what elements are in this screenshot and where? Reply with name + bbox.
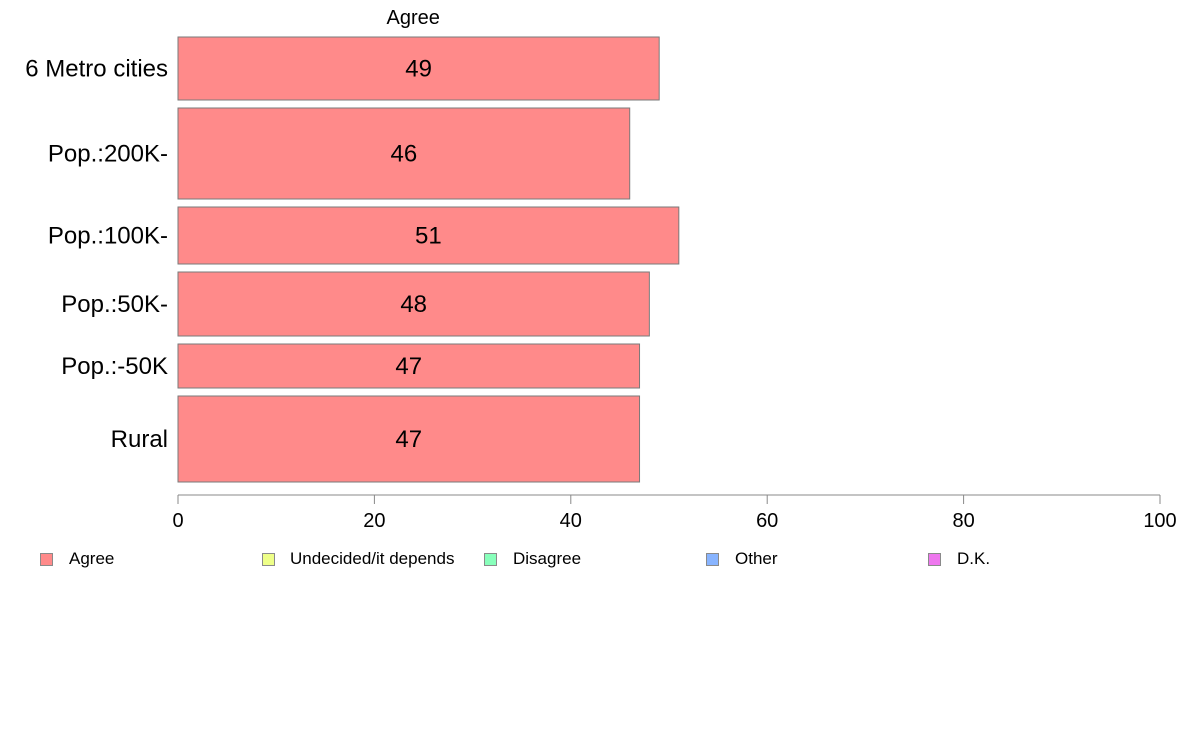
legend: Agree Undecided/it depends Disagree Othe… xyxy=(0,548,1188,570)
x-tick-label: 60 xyxy=(756,510,778,532)
bar-0-4 xyxy=(177,343,641,389)
legend-swatch-agree xyxy=(40,552,53,566)
legend-swatch-disagree xyxy=(484,552,497,566)
legend-swatch-undecided xyxy=(262,552,275,566)
bar-0-5 xyxy=(177,395,641,483)
category-label: Pop.:-50K xyxy=(61,353,168,380)
bar-value-label: 46 xyxy=(391,141,418,168)
bar-0-2 xyxy=(177,206,680,265)
legend-item-dk: D.K. xyxy=(928,548,990,570)
legend-swatch-other xyxy=(706,552,719,566)
legend-label-disagree: Disagree xyxy=(513,549,582,568)
legend-label-undecided: Undecided/it depends xyxy=(290,549,455,568)
x-tick-label: 100 xyxy=(1143,510,1176,532)
category-label: Rural xyxy=(111,426,168,453)
bar-0-3 xyxy=(177,271,650,337)
x-tick-label: 80 xyxy=(952,510,974,532)
bar-value-label: 47 xyxy=(395,353,422,380)
category-label: Pop.:200K- xyxy=(48,141,168,168)
x-tick-label: 0 xyxy=(172,510,183,532)
legend-item-undecided: Undecided/it depends xyxy=(262,548,454,570)
legend-item-agree: Agree xyxy=(40,548,114,570)
legend-swatch-dk xyxy=(928,552,941,566)
category-label: Pop.:100K- xyxy=(48,223,168,250)
category-label: 6 Metro cities xyxy=(25,56,168,83)
legend-label-other: Other xyxy=(735,549,778,568)
legend-label-dk: D.K. xyxy=(957,549,991,568)
segment-title: Agree xyxy=(386,7,439,29)
bar-value-label: 47 xyxy=(395,426,422,453)
legend-item-disagree: Disagree xyxy=(484,548,581,570)
bar-0-0 xyxy=(177,36,660,101)
x-tick-label: 20 xyxy=(363,510,385,532)
legend-label-agree: Agree xyxy=(69,549,115,568)
bar-value-label: 48 xyxy=(400,291,427,318)
bar-value-label: 51 xyxy=(415,223,442,250)
bar-value-label: 49 xyxy=(405,56,432,83)
bar-0-1 xyxy=(177,107,631,200)
category-label: Pop.:50K- xyxy=(61,291,168,318)
x-tick-label: 40 xyxy=(560,510,582,532)
legend-item-other: Other xyxy=(706,548,778,570)
